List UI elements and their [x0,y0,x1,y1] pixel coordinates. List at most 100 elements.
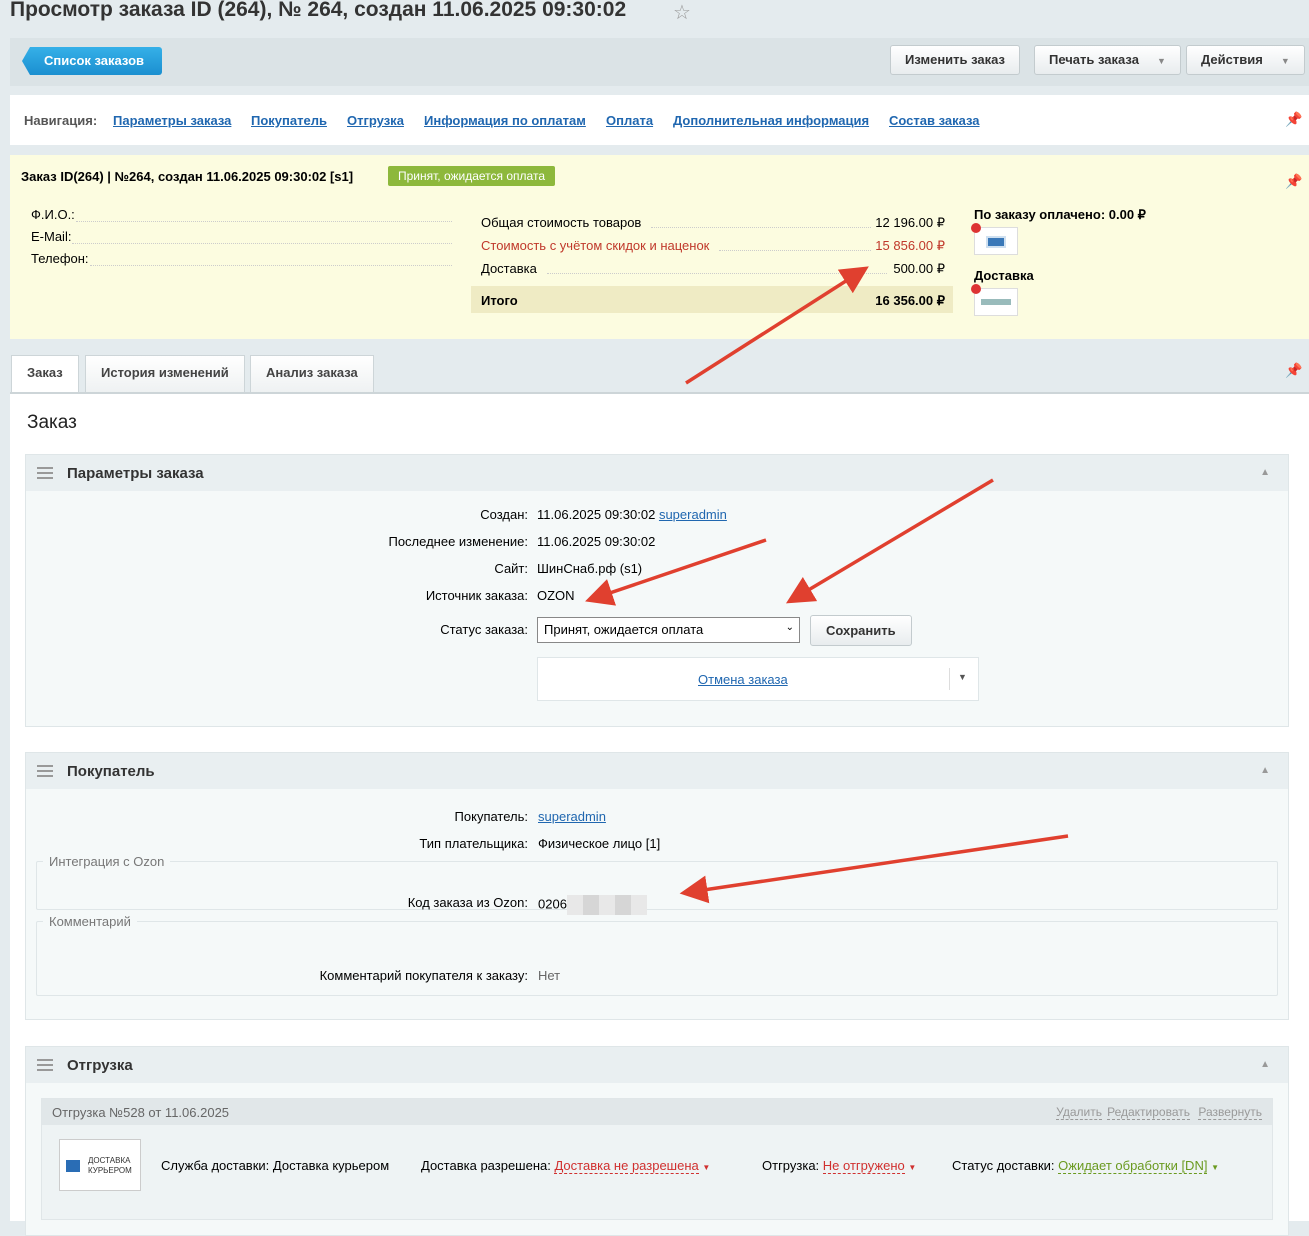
print-order-button[interactable]: Печать заказа ▼ [1034,45,1181,75]
expand-link[interactable]: Развернуть [1198,1105,1262,1120]
delete-link[interactable]: Удалить [1056,1105,1102,1120]
section-shipment: Отгрузка ▲ Отгрузка №528 от 11.06.2025 Уд… [25,1046,1289,1236]
edit-label: Изменить заказ [905,52,1006,67]
order-tab-content: Заказ Параметры заказа ▲ Создан: 11.06.20… [10,392,1309,1236]
chevron-down-icon: ⌄ [785,622,794,633]
order-summary: Заказ ID(264) | №264, создан 11.06.2025 … [10,155,1309,339]
site-value: ШинСнаб.рф (s1) [537,561,643,576]
total-delivery: Доставка 500.00 ₽ [481,261,945,276]
field-email: E-Mail: [31,229,72,244]
nav-shipment[interactable]: Отгрузка [347,113,404,128]
comment-value: Нет [538,968,561,983]
nav-order-params[interactable]: Параметры заказа [113,113,232,128]
nav-additional-info[interactable]: Дополнительная информация [673,113,870,128]
status-label: Статус заказа: [440,622,528,637]
total-sum: Итого 16 356.00 ₽ [471,286,953,313]
print-label: Печать заказа [1049,52,1139,67]
main-heading: Заказ [27,412,77,433]
alert-dot [971,284,981,294]
drag-handle-icon[interactable] [37,1059,53,1071]
tab-order[interactable]: Заказ [11,355,79,395]
collapse-icon[interactable]: ▲ [1260,467,1270,478]
ozon-integration-group: Интеграция с Ozon [36,854,1278,910]
payer-label: Тип плательщика: [419,836,528,851]
delivery-label: Доставка [974,268,1034,283]
alert-dot [971,223,981,233]
section-title: Параметры заказа [67,465,204,482]
comment-legend: Комментарий [49,914,131,929]
section-title: Отгрузка [67,1057,133,1074]
delivery-courier-logo: ДОСТАВКА КУРЬЕРОМ [59,1139,141,1191]
source-value: OZON [537,588,575,603]
comment-label: Комментарий покупателя к заказу: [319,968,528,983]
shipped-label: Отгрузка: [762,1158,820,1173]
payer-value: Физическое лицо [1] [538,836,661,851]
buyer-label: Покупатель: [454,809,528,824]
caret-down-icon: ▼ [1211,1163,1219,1172]
caret-down-icon: ▼ [702,1163,711,1172]
navigation-bar: Навигация: Параметры заказа Покупатель О… [10,95,1309,145]
actions-label: Действия [1201,52,1263,67]
page-title: Просмотр заказа ID (264), № 264, создан … [10,0,627,21]
shipment-card: Отгрузка №528 от 11.06.2025 Удалить Реда… [41,1098,1273,1220]
nav-order-contents[interactable]: Состав заказа [889,113,980,128]
nav-payment-info[interactable]: Информация по оплатам [424,113,586,128]
total-goods: Общая стоимость товаров 12 196.00 ₽ [481,215,945,230]
section-order-params: Параметры заказа ▲ Создан: 11.06.2025 09:… [25,454,1289,727]
status-select[interactable]: Принят, ожидается оплата ⌄ [537,617,800,643]
nav-payment[interactable]: Оплата [606,113,654,128]
shipped-dropdown[interactable]: Не отгружено [822,1158,905,1174]
cancel-order-box: Отмена заказа ▼ [537,657,979,701]
caret-down-icon: ▼ [1156,56,1166,66]
pin-icon[interactable]: 📌 [1285,362,1303,378]
site-label: Сайт: [494,561,528,576]
edit-order-button[interactable]: Изменить заказ [890,45,1021,75]
modified-value: 11.06.2025 09:30:02 [537,534,656,549]
edit-link[interactable]: Редактировать [1107,1105,1190,1120]
comment-group: Комментарий [36,914,1278,996]
created-by-link[interactable]: superadmin [658,507,727,522]
save-button[interactable]: Сохранить [810,615,912,646]
pin-icon[interactable]: 📌 [1285,173,1303,189]
tab-analysis[interactable]: Анализ заказа [250,355,374,393]
collapse-icon[interactable]: ▲ [1260,765,1270,776]
summary-title: Заказ ID(264) | №264, создан 11.06.2025 … [21,169,354,184]
blurred-redaction [566,895,647,915]
star-icon[interactable]: ☆ [673,2,691,24]
source-label: Источник заказа: [425,588,528,603]
nav-label: Навигация: [24,113,98,128]
field-fio: Ф.И.О.: [31,207,75,222]
delivery-status-label: Статус доставки: [952,1158,1055,1173]
drag-handle-icon[interactable] [37,765,53,777]
nav-buyer[interactable]: Покупатель [251,113,327,128]
pin-icon[interactable]: 📌 [1285,111,1303,127]
shipment-header: Отгрузка №528 от 11.06.2025 [52,1105,230,1120]
ozon-code-label: Код заказа из Ozon: [407,895,528,910]
delivery-allowed-label: Доставка разрешена: [421,1158,551,1173]
modified-label: Последнее изменение: [388,534,528,549]
payment-icon[interactable] [974,227,1018,255]
delivery-allowed-dropdown[interactable]: Доставка не разрешена [554,1158,699,1174]
toolbar: Список заказов Изменить заказ Печать зак… [10,38,1309,86]
buyer-link[interactable]: superadmin [538,809,606,824]
caret-down-icon: ▼ [1280,56,1290,66]
order-list-button[interactable]: Список заказов [22,47,163,75]
drag-handle-icon[interactable] [37,467,53,479]
actions-button[interactable]: Действия ▼ [1186,45,1305,75]
field-phone: Телефон: [31,251,89,266]
delivery-status-dropdown[interactable]: Ожидает обработки [DN] [1058,1158,1208,1174]
paid-amount: По заказу оплачено: 0.00 ₽ [974,207,1146,222]
section-buyer: Покупатель ▲ Покупатель: superadmin Тип п… [25,752,1289,1020]
ozon-code-value: 0206 [538,895,647,915]
created-value: 11.06.2025 09:30:02 [537,507,656,522]
cancel-order-link[interactable]: Отмена заказа [698,672,788,687]
tab-history[interactable]: История изменений [85,355,245,393]
created-label: Создан: [480,507,528,522]
section-title: Покупатель [67,763,155,780]
status-badge: Принят, ожидается оплата [388,166,555,186]
collapse-icon[interactable]: ▲ [1260,1059,1270,1070]
caret-down-icon[interactable]: ▼ [958,672,967,682]
delivery-service: Служба доставки: Доставка курьером [161,1158,390,1173]
delivery-icon[interactable] [974,288,1018,316]
ozon-legend: Интеграция с Ozon [49,854,165,869]
